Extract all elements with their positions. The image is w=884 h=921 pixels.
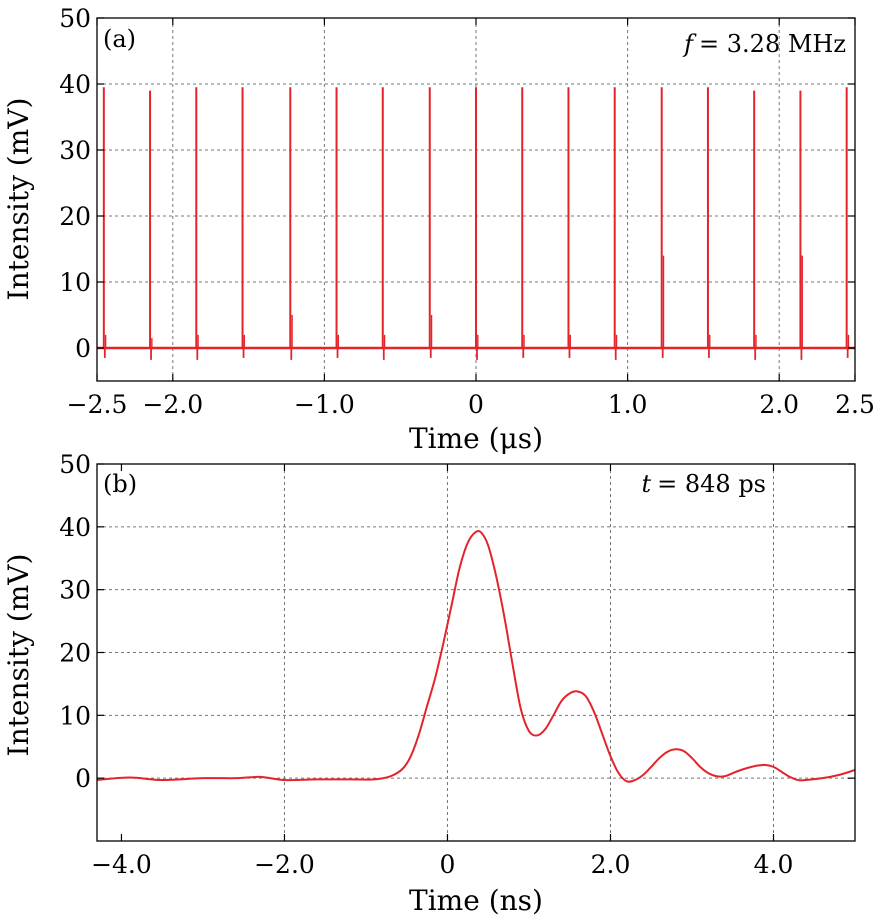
panel-b: −4.0 −2.0 0 2.0 4.0 0 10 20 30 40 50 (b) t = 848 ps… (2, 450, 856, 917)
y-tick-label: 20 (59, 639, 91, 668)
y-tick-label: 40 (59, 513, 91, 542)
y-tick-label: 30 (59, 136, 91, 165)
ticks-b: −4.0 −2.0 0 2.0 4.0 0 10 20 30 40 50 (59, 450, 855, 879)
series-line (97, 529, 855, 783)
panel-a: −2.5 −2.0 −1.0 0 1.0 2.0 2.5 0 10 20 30 40 50 (a) f =… (2, 4, 875, 455)
x-tick-label: −2.0 (254, 850, 315, 879)
x-tick-label: −4.0 (91, 850, 152, 879)
x-axis-title-b: Time (ns) (409, 884, 543, 917)
annotation-value-b: = 848 ps (657, 470, 766, 498)
x-tick-label: 4.0 (754, 850, 794, 879)
x-tick-label: −2.5 (67, 390, 128, 419)
annotation-symbol-a: f (682, 30, 697, 58)
x-tick-label: −1.0 (294, 390, 355, 419)
ticks-a: −2.5 −2.0 −1.0 0 1.0 2.0 2.5 0 10 20 30 40 50 (59, 4, 875, 419)
y-tick-label: 0 (75, 334, 91, 363)
x-tick-label: 2.0 (591, 850, 631, 879)
series-b (97, 529, 855, 783)
y-axis-title-a: Intensity (mV) (2, 98, 35, 301)
y-axis-title-b: Intensity (mV) (2, 554, 35, 757)
y-tick-label: 20 (59, 202, 91, 231)
panel-label-a: (a) (103, 25, 136, 53)
y-tick-label: 30 (59, 576, 91, 605)
annotation-value-a: = 3.28 MHz (699, 30, 846, 58)
x-tick-label: 2.0 (759, 390, 799, 419)
y-tick-label: 50 (59, 4, 91, 33)
y-tick-label: 10 (59, 268, 91, 297)
y-tick-label: 0 (75, 764, 91, 793)
x-tick-label: −2.0 (142, 390, 203, 419)
x-tick-label: 0 (440, 850, 456, 879)
annotation-symbol-b: t (641, 470, 651, 498)
x-axis-title-a: Time (μs) (409, 422, 543, 455)
annotation-a: f = 3.28 MHz (682, 30, 846, 58)
series-a (97, 87, 855, 360)
y-tick-label: 50 (59, 450, 91, 479)
x-tick-label: 1.0 (608, 390, 648, 419)
x-tick-label: 0 (468, 390, 484, 419)
y-tick-label: 10 (59, 701, 91, 730)
grid-b (97, 464, 855, 841)
annotation-b: t = 848 ps (641, 470, 766, 498)
x-tick-label: 2.5 (835, 390, 875, 419)
panel-label-b: (b) (103, 470, 137, 498)
y-tick-label: 40 (59, 70, 91, 99)
